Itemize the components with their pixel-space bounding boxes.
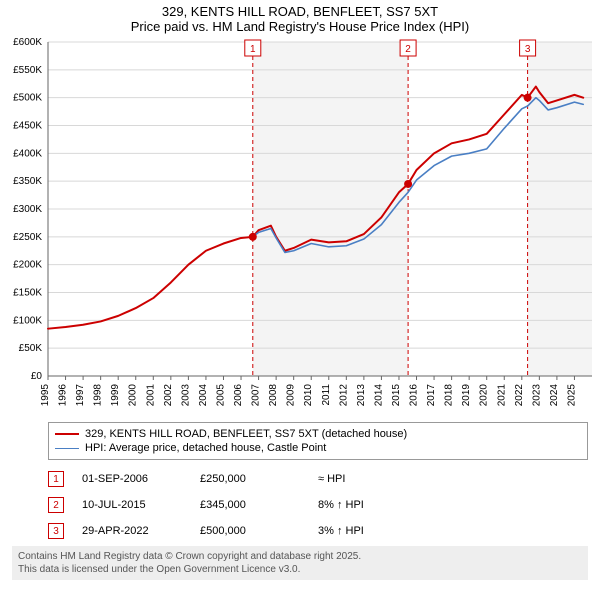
legend-row: HPI: Average price, detached house, Cast… [55,441,581,455]
footer-attribution: Contains HM Land Registry data © Crown c… [12,546,588,580]
sale-point-row: 3 29-APR-2022 £500,000 3% ↑ HPI [48,518,588,544]
legend-row: 329, KENTS HILL ROAD, BENFLEET, SS7 5XT … [55,427,581,441]
svg-text:£500K: £500K [13,93,42,104]
svg-text:2021: 2021 [496,384,507,407]
svg-text:£200K: £200K [13,260,42,271]
legend-box: 329, KENTS HILL ROAD, BENFLEET, SS7 5XT … [48,422,588,460]
svg-text:1999: 1999 [110,384,121,407]
title-address: 329, KENTS HILL ROAD, BENFLEET, SS7 5XT [0,4,600,19]
sale-point-marker: 2 [48,497,64,513]
title-subtitle: Price paid vs. HM Land Registry's House … [0,19,600,34]
svg-text:£600K: £600K [13,37,42,48]
svg-text:2002: 2002 [163,384,174,407]
svg-text:2009: 2009 [286,384,297,407]
footer-line2: This data is licensed under the Open Gov… [18,563,582,576]
svg-text:2013: 2013 [356,384,367,407]
svg-text:1995: 1995 [40,384,51,407]
sale-point-date: 01-SEP-2006 [82,473,182,485]
svg-text:£100K: £100K [13,315,42,326]
svg-text:2000: 2000 [128,384,139,407]
svg-text:1996: 1996 [58,384,69,407]
sale-point-row: 1 01-SEP-2006 £250,000 ≈ HPI [48,466,588,492]
svg-text:2017: 2017 [426,384,437,407]
svg-text:2023: 2023 [531,384,542,407]
svg-text:2005: 2005 [215,384,226,407]
footer-line1: Contains HM Land Registry data © Crown c… [18,550,582,563]
sale-point-price: £500,000 [200,525,300,537]
svg-text:2014: 2014 [373,384,384,407]
svg-text:2020: 2020 [479,384,490,407]
svg-text:2003: 2003 [180,384,191,407]
legend-label: 329, KENTS HILL ROAD, BENFLEET, SS7 5XT … [85,428,407,440]
svg-text:£300K: £300K [13,204,42,215]
svg-text:£150K: £150K [13,288,42,299]
sale-points-table: 1 01-SEP-2006 £250,000 ≈ HPI 2 10-JUL-2015 £34… [48,466,588,544]
svg-text:£550K: £550K [13,65,42,76]
svg-text:2025: 2025 [566,384,577,407]
svg-text:£250K: £250K [13,232,42,243]
svg-text:£50K: £50K [19,343,43,354]
svg-text:£0: £0 [31,371,43,382]
svg-text:2024: 2024 [549,384,560,407]
chart-area: £0 £50K £100K £150K £200K £250K £300K £350K £400… [0,36,600,416]
svg-text:2: 2 [405,44,411,55]
sale-point-date: 10-JUL-2015 [82,499,182,511]
svg-text:1997: 1997 [75,384,86,407]
legend-label: HPI: Average price, detached house, Cast… [85,442,326,454]
sale-point-marker: 3 [48,523,64,539]
sale-point-price: £345,000 [200,499,300,511]
sale-point-marker: 1 [48,471,64,487]
sale-point-price: £250,000 [200,473,300,485]
svg-text:2016: 2016 [409,384,420,407]
svg-text:2011: 2011 [321,384,332,406]
chart-container: 329, KENTS HILL ROAD, BENFLEET, SS7 5XT … [0,0,600,590]
svg-text:2012: 2012 [338,384,349,407]
svg-text:2006: 2006 [233,384,244,407]
sale-point-hpi: 8% ↑ HPI [318,499,438,511]
svg-text:2022: 2022 [514,384,525,407]
svg-text:2007: 2007 [251,384,262,407]
svg-text:£350K: £350K [13,176,42,187]
title-block: 329, KENTS HILL ROAD, BENFLEET, SS7 5XT … [0,0,600,36]
svg-text:2008: 2008 [268,384,279,407]
sale-point-hpi: ≈ HPI [318,473,438,485]
svg-text:2001: 2001 [145,384,156,407]
legend-swatch [55,433,79,435]
sale-point-hpi: 3% ↑ HPI [318,525,438,537]
svg-text:2015: 2015 [391,384,402,407]
svg-text:1: 1 [250,44,256,55]
svg-text:£400K: £400K [13,148,42,159]
svg-text:2010: 2010 [303,384,314,407]
svg-text:2019: 2019 [461,384,472,407]
legend-swatch [55,448,79,449]
sale-point-row: 2 10-JUL-2015 £345,000 8% ↑ HPI [48,492,588,518]
svg-text:1998: 1998 [93,384,104,407]
sale-point-date: 29-APR-2022 [82,525,182,537]
svg-text:2004: 2004 [198,384,209,407]
svg-text:£450K: £450K [13,121,42,132]
svg-text:2018: 2018 [444,384,455,407]
chart-svg: £0 £50K £100K £150K £200K £250K £300K £350K £400… [0,36,600,416]
svg-text:3: 3 [525,44,531,55]
